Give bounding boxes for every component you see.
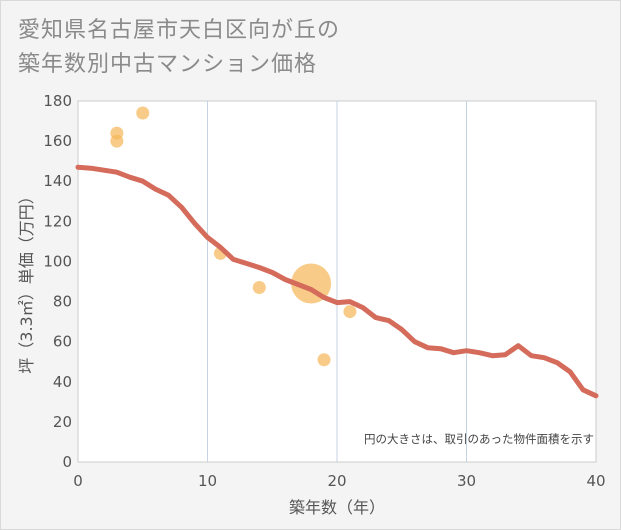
y-tick-60: 60 — [53, 333, 72, 351]
x-tick-30: 30 — [457, 472, 476, 490]
bubble-point — [343, 305, 357, 319]
y-tick-140: 140 — [43, 172, 72, 190]
grid-lines — [207, 101, 467, 462]
x-tick-10: 10 — [198, 472, 217, 490]
bubble-size-note: 円の大きさは、取引のあった物件面積を示す — [364, 432, 594, 446]
bubble-point — [136, 106, 150, 120]
x-tick-0: 0 — [73, 472, 83, 490]
x-axis-label: 築年数（年） — [289, 498, 385, 517]
chart-title-line-1: 愛知県名古屋市天白区向が丘の — [18, 18, 341, 43]
chart-title-line-2: 築年数別中古マンション価格 — [18, 52, 318, 77]
y-tick-180: 180 — [43, 92, 72, 110]
bubble-point — [252, 281, 266, 295]
bubble-point — [317, 353, 331, 367]
y-tick-labels: 0 20 40 60 80 100 120 140 160 180 — [43, 92, 72, 471]
y-tick-120: 120 — [43, 212, 72, 230]
y-tick-80: 80 — [53, 293, 72, 311]
y-tick-0: 0 — [62, 453, 72, 471]
y-axis-label: 坪（3.3㎡）単価（万円） — [17, 188, 36, 373]
chart-title: 愛知県名古屋市天白区向が丘の 築年数別中古マンション価格 — [18, 14, 340, 82]
trend-line — [75, 164, 599, 399]
bubble-point — [110, 134, 124, 148]
x-tick-20: 20 — [327, 472, 346, 490]
y-tick-20: 20 — [53, 413, 72, 431]
x-tick-40: 40 — [586, 472, 605, 490]
x-tick-labels: 0 10 20 30 40 — [73, 472, 605, 490]
y-tick-160: 160 — [43, 132, 72, 150]
y-tick-100: 100 — [43, 252, 72, 270]
y-tick-40: 40 — [53, 373, 72, 391]
